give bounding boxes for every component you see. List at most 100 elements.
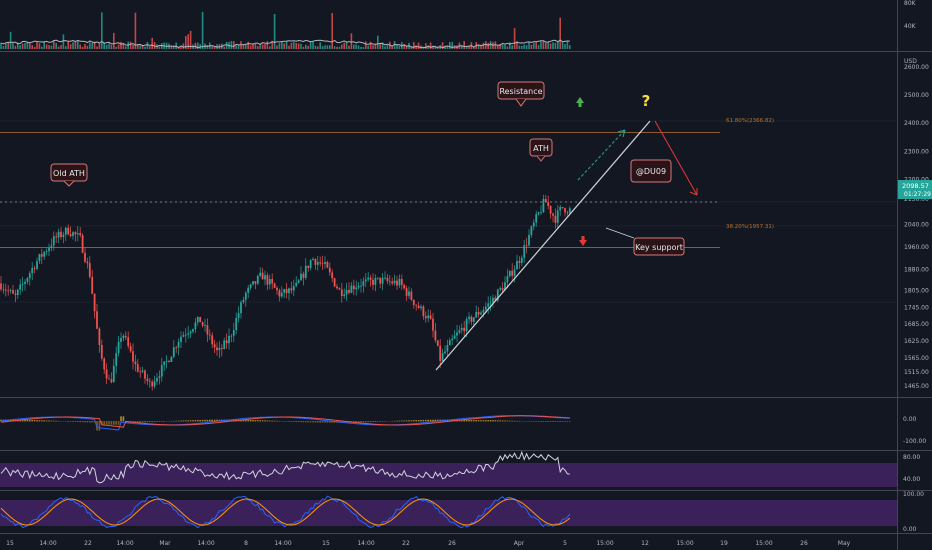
- candle-body: [508, 270, 511, 277]
- candle-body: [312, 258, 314, 261]
- candle-body: [386, 277, 389, 282]
- volume-bar: [355, 44, 357, 49]
- candle-body: [552, 213, 554, 216]
- candle-body: [405, 288, 408, 296]
- candle-body: [470, 316, 473, 322]
- candle-body: [112, 365, 115, 383]
- candle-body: [216, 347, 218, 351]
- volume-bar: [283, 43, 285, 49]
- candle-body: [499, 288, 502, 290]
- fib-levels: [0, 132, 720, 249]
- callout-ath[interactable]: ATH: [529, 138, 553, 162]
- time-tick-label: 8: [244, 540, 248, 547]
- volume-bar: [12, 42, 14, 49]
- volume-bar: [74, 41, 77, 49]
- candle-body: [444, 351, 446, 354]
- callout-old-ath[interactable]: Old ATH: [50, 163, 88, 187]
- volume-bar: [533, 42, 535, 49]
- candle-body: [273, 283, 276, 288]
- macd-hist-bar: [408, 420, 410, 422]
- time-tick-label: 15:00: [676, 540, 693, 547]
- fib-level-382-label: 38.20%(1957.31): [726, 224, 774, 230]
- candle-body: [146, 378, 149, 381]
- macd-hist-bar: [569, 421, 571, 422]
- volume-bar: [19, 45, 21, 49]
- macd-hist-bar: [506, 420, 509, 422]
- time-tick-label: 14:00: [197, 540, 214, 547]
- volume-bar: [271, 41, 273, 49]
- volume-bar: [91, 42, 93, 49]
- volume-bar: [259, 43, 261, 49]
- macd-hist-bar: [501, 420, 504, 422]
- candle-body: [127, 337, 130, 347]
- candle-body: [458, 330, 461, 333]
- callout-key-support[interactable]: Key support: [633, 237, 685, 256]
- candle-body: [148, 380, 151, 382]
- candle-body: [396, 280, 398, 286]
- macd-hist-bar: [228, 419, 230, 422]
- volume-bar: [293, 42, 295, 49]
- macd-hist-bar: [429, 419, 432, 422]
- macd-hist-bar: [528, 421, 530, 422]
- volume-bar: [343, 42, 345, 49]
- countdown-value: 01:27:29: [904, 191, 931, 198]
- macd-hist-bar: [557, 421, 559, 422]
- volume-bar: [278, 43, 281, 49]
- macd-hist-bar: [65, 421, 67, 422]
- candle-body: [343, 294, 346, 296]
- volume-bar: [24, 42, 26, 49]
- macd-hist-bar: [197, 420, 199, 422]
- volume-bar: [151, 37, 153, 49]
- volume-bar: [444, 45, 446, 49]
- candle-body: [45, 251, 48, 252]
- macd-hist-bar: [365, 421, 367, 423]
- volume-bar: [463, 41, 465, 49]
- volume-bar: [281, 41, 283, 49]
- volume-bar: [48, 45, 50, 49]
- candle-body: [117, 341, 120, 354]
- candle-body: [532, 222, 535, 227]
- volume-bar: [182, 43, 185, 49]
- candle-body: [398, 279, 401, 286]
- candle-body: [403, 284, 406, 289]
- candle-body: [453, 335, 456, 339]
- macd-hist-bar: [105, 421, 108, 425]
- candle-body: [81, 235, 84, 253]
- volume-bar: [480, 45, 482, 49]
- volume-bar: [60, 45, 62, 49]
- volume-bar: [403, 44, 405, 49]
- time-tick-label: 22: [84, 540, 92, 547]
- candle-body: [338, 288, 341, 290]
- volume-bar: [290, 42, 293, 49]
- callout-resistance[interactable]: Resistance: [497, 81, 545, 107]
- time-tick-label: 26: [448, 540, 456, 547]
- callout-du09[interactable]: @DU09: [630, 159, 672, 183]
- volume-bar: [141, 44, 144, 49]
- macd-hist-bar: [264, 420, 266, 422]
- macd-hist-bar: [189, 420, 192, 422]
- macd-hist-bar: [182, 420, 185, 422]
- volume-bar: [17, 42, 19, 49]
- macd-hist-bar: [247, 419, 249, 422]
- macd-hist-bar: [153, 421, 156, 423]
- macd-hist-bar: [199, 419, 201, 422]
- volume-bar: [96, 46, 98, 49]
- macd-hist-bar: [120, 416, 122, 422]
- price-axis[interactable]: 2600.00 2500.00 2400.00 2300.00 2200.00 2130.…: [904, 64, 929, 390]
- candle-body: [151, 381, 154, 387]
- candle-body: [367, 277, 370, 280]
- candle-body: [475, 311, 478, 318]
- macd-hist-bar: [192, 420, 194, 422]
- candle-body: [415, 304, 418, 306]
- macd-hist-bar: [201, 419, 204, 422]
- volume-bar: [269, 46, 271, 49]
- time-axis[interactable]: 15 14:00 22 14:00 Mar 14:00 8 14:00 15 14:00 22 26 A…: [6, 540, 850, 547]
- volume-bar: [149, 46, 151, 49]
- macd-hist-bar: [386, 421, 389, 422]
- macd-hist-bar: [504, 420, 506, 422]
- volume-bar: [369, 41, 372, 49]
- indicator-tick-label: 40.00: [903, 476, 920, 483]
- candle-body: [540, 212, 542, 213]
- macd-hist-bar: [86, 421, 89, 423]
